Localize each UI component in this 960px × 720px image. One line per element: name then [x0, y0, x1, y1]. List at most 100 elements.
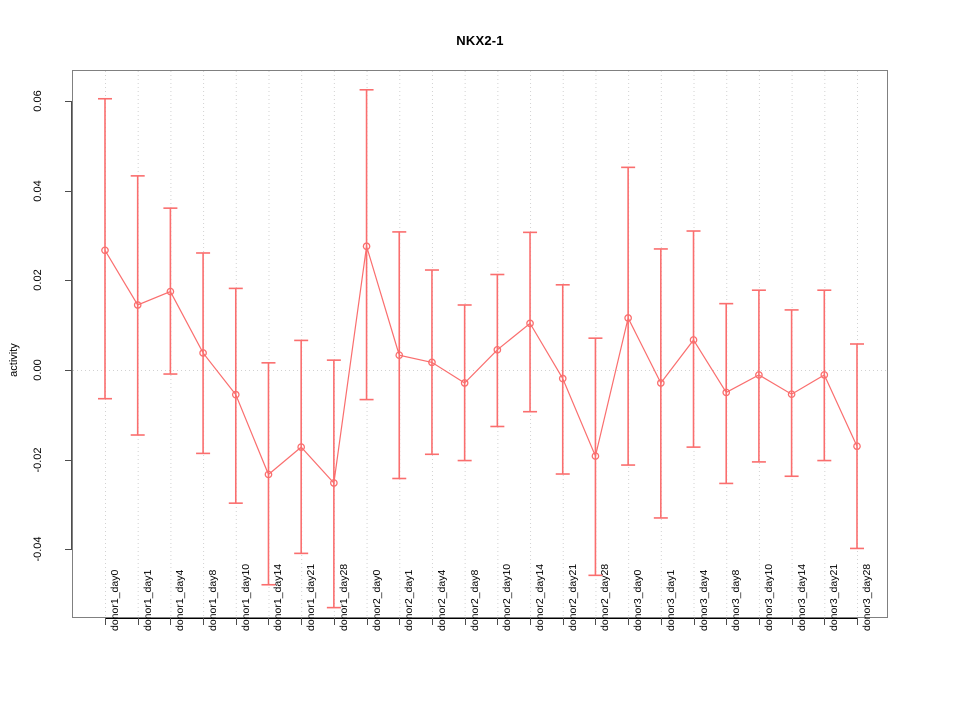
x-axis-tick-label: donor2_day14 [534, 563, 547, 631]
data-point-marker [395, 351, 404, 360]
data-point-marker [428, 358, 436, 367]
data-point-marker [166, 287, 175, 296]
data-point-marker [330, 479, 338, 487]
y-axis-tick-mark [65, 460, 72, 461]
data-point-marker [362, 242, 371, 251]
x-axis-tick-mark [792, 618, 793, 625]
y-axis-label: activity [8, 343, 20, 377]
error-bar [523, 231, 538, 413]
x-axis-tick-mark [726, 618, 727, 625]
x-axis-tick-mark [759, 618, 760, 625]
data-point-marker [820, 371, 829, 379]
x-axis-tick-mark [105, 618, 106, 625]
x-axis-tick-mark [236, 618, 237, 625]
x-axis-tick-mark [857, 618, 858, 625]
error-bar [359, 88, 374, 401]
x-axis-tick-label: donor1_day10 [239, 563, 252, 631]
x-axis-tick-mark [530, 618, 531, 625]
x-axis-tick-label: donor2_day8 [468, 569, 481, 631]
x-axis-tick-label: donor3_day8 [730, 569, 743, 631]
x-axis-tick-mark [595, 618, 596, 625]
x-axis-tick-mark [203, 618, 204, 625]
y-axis-tick-label: -0.04 [32, 536, 44, 562]
data-point-marker [787, 390, 796, 399]
x-axis-tick-label: donor3_day4 [697, 569, 710, 631]
x-axis-tick-mark [465, 618, 466, 625]
data-point-marker [231, 390, 240, 399]
data-point-marker [591, 452, 600, 460]
x-axis-tick-label: donor1_day28 [337, 563, 350, 631]
error-bar [98, 97, 112, 400]
x-axis-tick-mark [694, 618, 695, 625]
x-axis-tick-label: donor2_day10 [501, 563, 514, 631]
x-axis-tick-label: donor1_day8 [207, 569, 220, 631]
y-axis-tick-label: 0.00 [32, 359, 44, 381]
error-bar [719, 302, 734, 485]
x-axis-tick-label: donor3_day28 [861, 563, 873, 631]
error-bar [784, 309, 799, 478]
x-axis-tick-mark [824, 618, 825, 625]
y-axis-tick-label: 0.04 [32, 179, 44, 202]
data-point-marker [493, 345, 502, 354]
data-point-marker [199, 349, 207, 357]
x-axis-tick-label: donor3_day21 [828, 563, 841, 631]
x-axis-line [105, 618, 857, 619]
x-axis-tick-label: donor2_day21 [566, 563, 579, 631]
x-axis-tick-label: donor2_day28 [599, 563, 612, 631]
x-axis-tick-label: donor1_day1 [141, 569, 154, 631]
x-axis-tick-label: donor2_day0 [370, 569, 383, 631]
data-point-marker [526, 319, 534, 328]
x-axis-tick-label: donor1_day21 [305, 563, 318, 631]
x-axis-tick-mark [367, 618, 368, 625]
chart-title: NKX2-1 [456, 33, 504, 48]
y-axis-tick-mark [65, 191, 72, 192]
x-axis-tick-mark [628, 618, 629, 625]
data-point-marker [133, 301, 142, 309]
x-axis-tick-label: donor3_day0 [632, 569, 645, 631]
plot-frame [72, 70, 888, 618]
x-axis-tick-mark [497, 618, 498, 625]
error-bar [751, 289, 766, 463]
x-axis-tick-label: donor1_day14 [272, 563, 285, 631]
x-axis-tick-mark [334, 618, 335, 625]
x-axis-tick-mark [138, 618, 139, 625]
data-point-marker [264, 470, 273, 479]
x-axis-tick-mark [661, 618, 662, 625]
data-point-marker [558, 374, 567, 383]
error-bar [326, 359, 341, 609]
x-axis-tick-mark [563, 618, 564, 625]
y-axis-tick-mark [65, 101, 72, 102]
data-point-marker [624, 314, 632, 322]
error-bar [621, 166, 636, 466]
data-point-marker [297, 443, 306, 451]
x-axis-tick-label: donor1_day4 [174, 569, 187, 631]
data-point-marker [460, 379, 469, 387]
data-point-marker [689, 336, 698, 344]
data-point-marker [853, 442, 861, 451]
x-axis-tick-label: donor2_day4 [435, 569, 448, 631]
x-axis-tick-label: donor1_day0 [109, 569, 121, 631]
data-point-marker [101, 246, 109, 255]
x-axis-tick-mark [268, 618, 269, 625]
y-axis-tick-label: 0.02 [32, 269, 44, 292]
y-axis-tick-label: 0.06 [32, 90, 44, 112]
x-axis-tick-mark [170, 618, 171, 625]
x-axis-tick-label: donor3_day1 [664, 569, 677, 631]
y-axis-tick-label: -0.02 [32, 447, 44, 473]
y-axis-tick-mark [65, 280, 72, 281]
data-point-marker [656, 379, 665, 387]
x-axis-tick-label: donor2_day1 [403, 569, 416, 631]
plot-canvas [73, 71, 887, 617]
x-axis-tick-mark [301, 618, 302, 625]
data-point-marker [722, 388, 731, 397]
x-axis-tick-mark [399, 618, 400, 625]
series-line [104, 246, 858, 485]
x-axis-tick-label: donor3_day14 [795, 563, 808, 631]
x-axis-tick-label: donor3_day10 [762, 563, 775, 631]
x-axis-tick-mark [432, 618, 433, 625]
data-point-marker [755, 371, 763, 379]
y-axis-tick-mark [65, 370, 72, 371]
y-axis-tick-mark [65, 549, 72, 550]
y-axis-line [71, 101, 72, 550]
